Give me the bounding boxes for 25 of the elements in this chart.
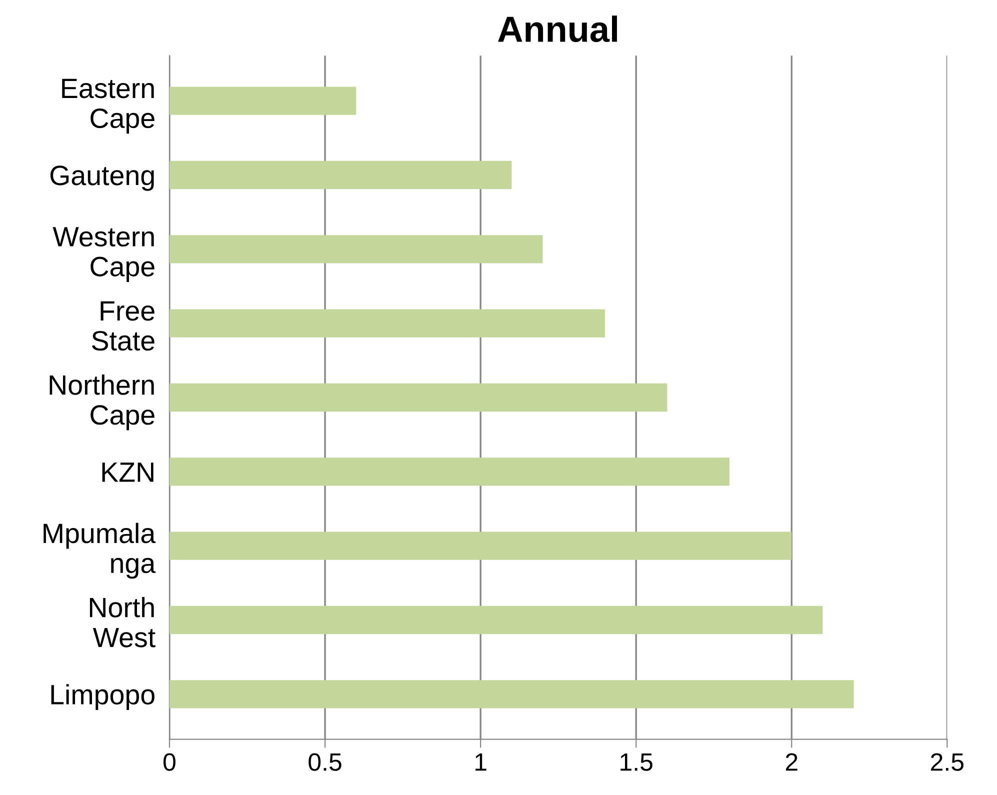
x-tick-label: 0.5	[308, 753, 342, 771]
x-tick-label: 2	[786, 753, 798, 771]
x-tick-label: 1.5	[620, 753, 652, 771]
y-tick-label: Limpopo	[51, 684, 154, 710]
bar	[169, 532, 792, 560]
bar	[169, 680, 854, 708]
bar	[169, 458, 730, 486]
y-tick-label: Northern Cape	[50, 374, 154, 430]
y-tick-label: Free State	[92, 301, 154, 351]
bar	[169, 160, 512, 190]
bar	[169, 86, 356, 115]
bar	[169, 235, 543, 264]
x-tick-label: 1	[476, 753, 486, 771]
y-tick-label: Gauteng	[50, 166, 154, 191]
chart-title: Annual	[498, 16, 617, 42]
y-tick-label: KZN	[102, 462, 154, 482]
x-tick-label: 2.5	[931, 753, 964, 771]
x-tick-label: 0	[164, 753, 176, 771]
y-tick-label: Mpumala nga	[44, 522, 156, 579]
y-tick-label: Western Cape	[52, 227, 154, 282]
bar	[169, 606, 823, 634]
y-tick-label: Eastern Cape	[62, 78, 154, 134]
bar	[169, 309, 605, 338]
y-tick-label: North West	[90, 597, 156, 648]
bar	[169, 383, 668, 412]
